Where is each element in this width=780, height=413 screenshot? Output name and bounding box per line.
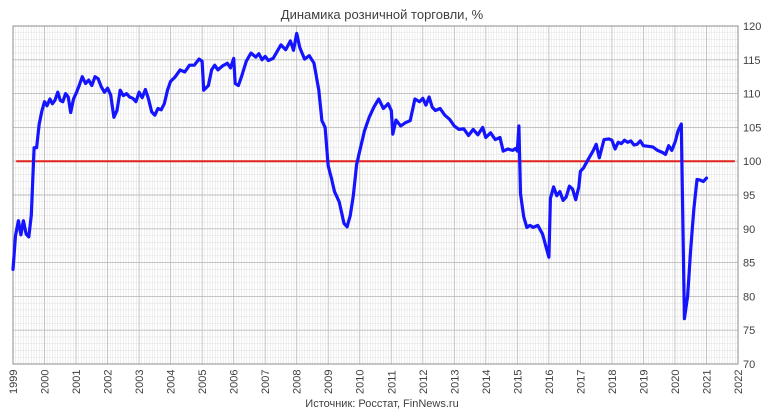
- x-tick-label: 2010: [355, 370, 367, 394]
- y-tick-label: 75: [743, 325, 755, 337]
- y-tick-label: 80: [743, 291, 755, 303]
- x-tick-label: 2002: [103, 370, 115, 394]
- x-tick-label: 2008: [292, 370, 304, 394]
- x-tick-label: 2022: [733, 370, 745, 394]
- x-tick-label: 2021: [701, 370, 713, 394]
- x-tick-label: 2019: [638, 370, 650, 394]
- x-tick-label: 2004: [166, 370, 178, 394]
- y-tick-label: 95: [743, 190, 755, 202]
- x-tick-label: 2006: [229, 370, 241, 394]
- x-tick-label: 2003: [134, 370, 146, 394]
- x-tick-label: 2005: [197, 370, 209, 394]
- x-tick-label: 2009: [323, 370, 335, 394]
- x-tick-label: 2013: [449, 370, 461, 394]
- x-tick-label: 2000: [40, 370, 52, 394]
- y-axis-tick-labels: 70 75 80 85 90 95 100 105 110 115 120: [743, 21, 761, 371]
- y-tick-label: 90: [743, 224, 755, 236]
- x-tick-label: 2014: [481, 370, 493, 394]
- chart-title: Динамика розничной торговли, %: [281, 7, 484, 22]
- x-tick-label: 2017: [575, 370, 587, 394]
- y-tick-label: 85: [743, 258, 755, 270]
- y-tick-label: 120: [743, 21, 761, 33]
- x-axis-tick-labels: 1999 2000 2001 2002 2003 2004 2005 2006 2007 2008…: [8, 370, 745, 394]
- y-tick-label: 110: [743, 89, 761, 101]
- x-tick-label: 2016: [544, 370, 556, 394]
- grid: [12, 25, 739, 365]
- x-tick-label: 2007: [260, 370, 272, 394]
- y-tick-label: 115: [743, 55, 761, 67]
- series-line: [11, 31, 709, 321]
- y-tick-label: 100: [743, 156, 761, 168]
- plot-frame: [12, 25, 739, 365]
- x-tick-label: 2011: [386, 370, 398, 394]
- y-tick-label: 70: [743, 359, 755, 371]
- x-tick-label: 2020: [670, 370, 682, 394]
- x-tick-label: 1999: [8, 370, 20, 394]
- x-tick-label: 2015: [512, 370, 524, 394]
- x-tick-label: 2012: [418, 370, 430, 394]
- y-tick-label: 105: [743, 122, 761, 134]
- x-tick-label: 2018: [607, 370, 619, 394]
- x-tick-label: 2001: [71, 370, 83, 394]
- source-note: Источник: Росстат, FinNews.ru: [305, 398, 458, 410]
